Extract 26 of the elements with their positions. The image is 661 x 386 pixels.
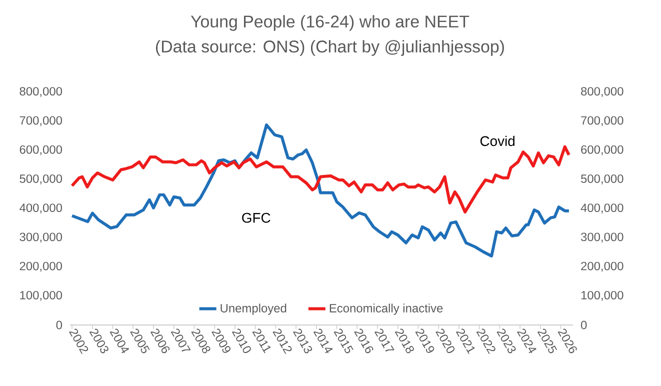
y2-tick-label: 300,000 bbox=[580, 232, 624, 243]
y2-tick-label: 500,000 bbox=[581, 174, 624, 184]
y2-tick-label: 600,000 bbox=[581, 145, 624, 156]
y-tick-label: 700,000 bbox=[20, 116, 62, 126]
y-tick-label: 600,000 bbox=[20, 145, 62, 156]
y2-tick-label: 100,000 bbox=[581, 290, 624, 301]
y-tick-label: 500,000 bbox=[20, 174, 62, 184]
y-tick-label: 0 bbox=[56, 320, 62, 330]
y-tick-label: 100,000 bbox=[20, 290, 62, 301]
line-series bbox=[70, 123, 570, 258]
y-tick-label: 800,000 bbox=[20, 87, 62, 97]
chart-subtitle: (Data source: ONS) (Chart by @julianhjessop) bbox=[156, 40, 504, 56]
annotation: Covid bbox=[480, 136, 514, 146]
y2-tick-label: 800,000 bbox=[581, 87, 624, 97]
line-series bbox=[70, 145, 570, 214]
y2-tick-label: 0 bbox=[580, 320, 587, 330]
annotation: GFC bbox=[242, 212, 270, 223]
y2-tick-label: 700,000 bbox=[581, 116, 624, 126]
y2-tick-label: 200,000 bbox=[581, 262, 624, 272]
y2-tick-label: 400,000 bbox=[580, 204, 624, 214]
legend-label: Economically inactive bbox=[330, 304, 443, 315]
y-tick-label: 200,000 bbox=[20, 262, 62, 272]
y-tick-label: 400,000 bbox=[20, 204, 62, 214]
y-tick-label: 300,000 bbox=[20, 232, 62, 243]
legend-label: Unemployed bbox=[220, 304, 286, 315]
chart-title: Young People (16-24) who are NEET bbox=[190, 15, 470, 31]
